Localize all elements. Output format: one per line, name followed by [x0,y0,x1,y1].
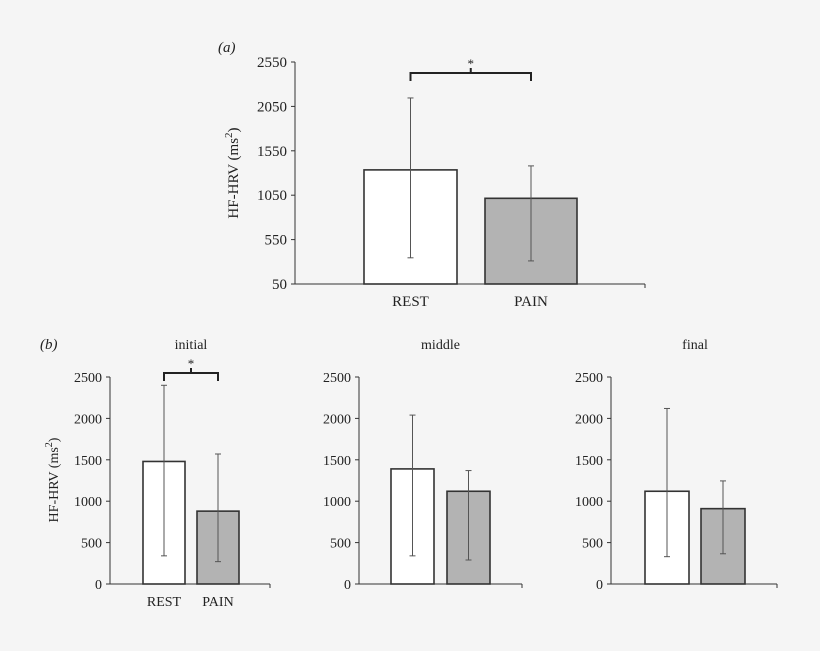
y-axis-label-base: HF-HRV (ms [226,138,242,219]
y-axis-label: HF-HRV (ms2) [223,127,242,218]
y-axis-label-sup: 2 [223,132,235,138]
y-axis-label-sup: 2 [44,442,55,447]
significance-marker: * [188,356,195,371]
x-tick-label: REST [392,294,429,310]
y-tick-label: 1000 [575,495,603,510]
y-tick-label: 2050 [257,99,287,115]
y-tick-label: 0 [344,578,351,593]
y-tick-label: 2550 [257,55,287,71]
y-tick-label: 1050 [257,188,287,204]
panel-middle: 0 500 1000 1500 2000 2500 middle [323,338,523,593]
y-tick-label: 500 [582,537,603,552]
significance-bracket [409,68,532,81]
panel-title: final [682,338,708,353]
y-axis-label: HF-HRV (ms2) [44,437,62,522]
y-tick-label: 550 [265,233,288,249]
panel-a: 50 550 1050 1550 2050 2550 REST PAIN * (a) HF-HRV … [218,40,646,310]
y-tick-label: 0 [596,578,603,593]
y-tick-label: 50 [272,277,287,293]
y-tick-label: 2500 [74,371,102,386]
y-tick-label: 1000 [323,495,351,510]
y-tick-label: 1550 [257,144,287,160]
panel-title: middle [421,338,460,353]
y-tick-label: 1500 [74,454,102,469]
panel-initial: 0 500 1000 1500 2000 2500 REST PAIN * (b) initial H… [40,337,271,610]
x-tick-label: PAIN [202,595,233,610]
y-tick-label: 500 [81,537,102,552]
y-tick-label: 1500 [323,454,351,469]
panel-label: (b) [40,337,58,353]
panel-label: (a) [218,40,236,56]
x-tick-label: REST [147,595,182,610]
y-tick-label: 0 [95,578,102,593]
y-axis-label-base: HF-HRV (ms [47,447,62,522]
significance-marker: * [468,56,475,71]
y-tick-label: 1500 [575,454,603,469]
panel-final: 0 500 1000 1500 2000 2500 final [575,338,778,593]
panel-title: initial [175,338,208,353]
y-tick-label: 500 [330,537,351,552]
y-tick-label: 1000 [74,495,102,510]
y-tick-label: 2000 [575,412,603,427]
y-tick-label: 2000 [74,412,102,427]
y-axis-label-close: ) [47,437,62,442]
y-tick-label: 2000 [323,412,351,427]
significance-bracket [163,368,219,381]
y-tick-label: 2500 [323,371,351,386]
y-axis-label-close: ) [226,127,242,132]
y-tick-label: 2500 [575,371,603,386]
x-tick-label: PAIN [514,294,548,310]
